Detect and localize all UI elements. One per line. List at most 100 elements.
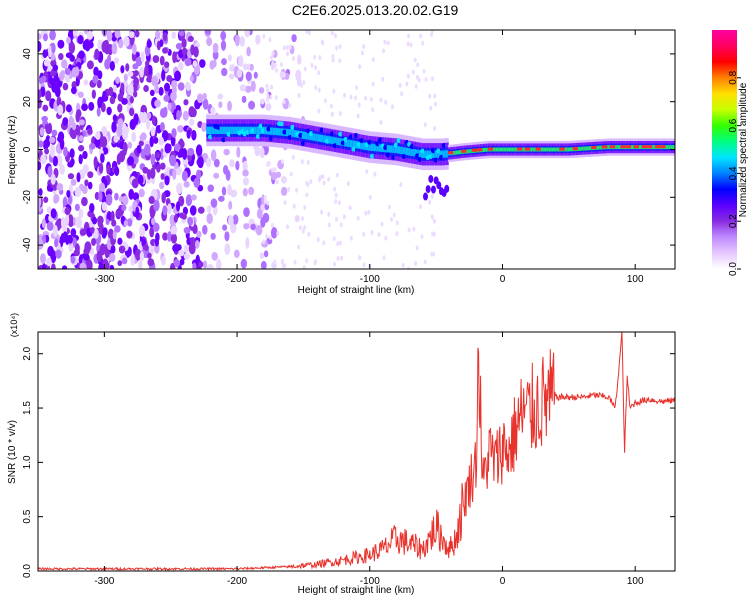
spectrogram-ridge-cell xyxy=(214,126,218,135)
spectrogram-cell xyxy=(430,32,434,38)
spectrogram-cell xyxy=(301,216,305,222)
spectrogram-y-tick-label: -40 xyxy=(22,237,33,252)
spectrogram-ridge-cell xyxy=(617,145,622,150)
spectrogram-ridge-cell xyxy=(522,147,526,152)
spectrogram-cell xyxy=(94,191,100,201)
spectrogram-cell xyxy=(152,222,160,233)
spectrogram-cell xyxy=(111,121,117,133)
spectrogram-cell xyxy=(155,164,161,173)
snr-frame xyxy=(37,331,676,572)
spectrogram-cell xyxy=(348,205,352,211)
spectrogram-ridge-cell xyxy=(392,145,396,153)
spectrogram-cell xyxy=(225,169,231,181)
spectrogram-ridge-cell xyxy=(309,132,314,141)
spectrogram-cell xyxy=(263,198,267,204)
spectrogram-cell xyxy=(332,236,336,242)
spectrogram-cell xyxy=(199,59,206,68)
spectrogram-cell xyxy=(122,141,128,154)
spectrogram-cell xyxy=(181,38,187,49)
spectrogram-cell xyxy=(358,64,362,70)
spectrogram-cell xyxy=(206,213,213,224)
spectrogram-cell xyxy=(74,186,82,198)
spectrogram-cell xyxy=(398,82,402,88)
spectrogram-cell xyxy=(227,100,232,112)
spectrogram-cell xyxy=(189,75,194,82)
spectrogram-ridge-cell xyxy=(469,149,473,154)
spectrogram-cell xyxy=(365,169,369,175)
colorbar-label: Normalized spectral amplitude xyxy=(738,82,749,217)
spectrogram-cell xyxy=(42,139,49,150)
spectrogram-ridge-cell xyxy=(556,147,561,152)
spectrogram-cell xyxy=(248,100,256,110)
spectrogram-cell xyxy=(75,216,82,229)
spectrogram-cell xyxy=(82,150,88,160)
spectrogram-cell xyxy=(266,200,270,206)
spectrogram-cell xyxy=(40,154,47,165)
spectrogram-ridge-cell xyxy=(424,150,428,158)
spectrogram-ridge-cell xyxy=(580,146,585,151)
spectrogram-cell xyxy=(76,172,81,183)
spectrogram-cell xyxy=(117,103,123,113)
spectrogram-cell xyxy=(335,45,339,51)
spectrogram-cell xyxy=(45,90,52,102)
spectrogram-cell xyxy=(108,86,114,97)
spectrogram-cell xyxy=(187,35,194,43)
spectrogram-ridge-cell xyxy=(291,129,295,137)
spectrogram-cell xyxy=(112,114,118,122)
spectrogram-cell xyxy=(242,169,249,177)
spectrogram-cell xyxy=(323,98,327,104)
spectrogram-cell xyxy=(400,91,404,97)
spectrogram-ridge-cell xyxy=(607,145,611,150)
spectrogram-cell xyxy=(259,146,265,159)
spectrogram-cell xyxy=(390,104,394,110)
spectrogram-cell xyxy=(149,136,154,148)
spectrogram-cell xyxy=(134,248,142,261)
spectrogram-cell xyxy=(384,99,388,105)
spectrogram-cell xyxy=(96,79,102,89)
spectrogram-cell xyxy=(79,228,87,236)
spectrogram-cell xyxy=(331,57,335,63)
spectrogram-cell xyxy=(210,232,216,240)
colorbar-tick-label: 0.8 xyxy=(728,70,739,84)
spectrogram-cell xyxy=(433,126,437,132)
snr-series-line xyxy=(38,332,675,571)
spectrogram-cell xyxy=(98,262,104,269)
spectrogram-cell xyxy=(228,73,235,80)
colorbar-tick-label: 0.4 xyxy=(728,166,739,180)
spectrogram-cell xyxy=(295,69,302,82)
spectrogram-cell xyxy=(246,46,251,57)
spectrogram-cell xyxy=(59,139,65,150)
spectrogram-ridge-cell xyxy=(331,136,335,145)
spectrogram-cell xyxy=(115,76,120,84)
spectrogram-cell xyxy=(158,136,164,146)
spectrogram-cell xyxy=(96,107,101,117)
spectrogram-ridge-cell xyxy=(569,147,574,152)
spectrogram-cell xyxy=(127,156,135,166)
spectrogram-ridge-cell xyxy=(511,147,516,152)
spectrogram-cell xyxy=(167,102,172,111)
spectrogram-cell xyxy=(190,44,195,56)
spectrogram-cell xyxy=(43,33,48,42)
spectrogram-cell xyxy=(243,223,250,230)
spectrogram-cell xyxy=(428,199,432,205)
spectrogram-x-tick-label: 100 xyxy=(627,274,644,285)
spectrogram-cell xyxy=(142,166,149,174)
spectrogram-cell xyxy=(338,240,342,246)
spectrogram-cell xyxy=(166,74,173,82)
spectrogram-cell xyxy=(183,226,191,234)
spectrogram-cell xyxy=(161,192,166,204)
spectrogram-cell xyxy=(46,206,52,214)
spectrogram-cell xyxy=(343,92,347,98)
spectrogram-cell xyxy=(335,172,339,178)
spectrogram-ridge-cell xyxy=(413,149,417,157)
spectrogram-cell xyxy=(423,192,429,201)
spectrogram-cell xyxy=(50,173,56,185)
spectrogram-cell xyxy=(230,189,238,198)
spectrogram-cell xyxy=(313,260,317,266)
spectrogram-cell xyxy=(163,94,170,102)
spectrogram-y-ticks: -40 -20 0 20 40 xyxy=(22,48,675,252)
spectrogram-cell xyxy=(101,201,107,211)
spectrogram-ridge-cell xyxy=(362,142,367,150)
spectrogram-cell xyxy=(96,250,103,263)
spectrogram-cell xyxy=(240,258,248,269)
